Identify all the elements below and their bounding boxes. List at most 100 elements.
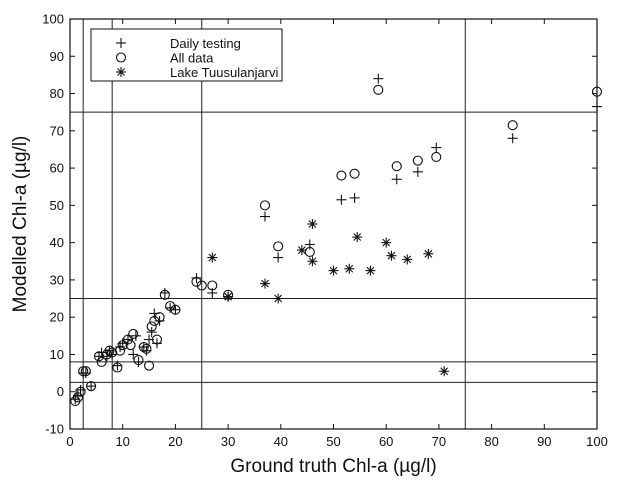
data-point-plus — [130, 330, 141, 341]
data-point-circle — [141, 343, 152, 354]
data-point-star — [386, 250, 397, 261]
data-point-plus — [412, 166, 423, 177]
x-tick-label: 70 — [432, 434, 446, 449]
data-point-circle — [196, 280, 207, 291]
y-tick-label: 90 — [50, 49, 64, 64]
reference-lines — [70, 19, 597, 429]
x-tick-label: 50 — [326, 434, 340, 449]
data-point-circle — [154, 312, 165, 323]
data-point-circle — [165, 300, 176, 312]
data-point-plus — [259, 211, 270, 222]
data-point-circle — [138, 341, 149, 353]
legend-symbol-star — [116, 67, 126, 77]
data-point-plus — [112, 360, 123, 371]
data-point-circle — [107, 347, 118, 358]
y-axis-label: Modelled Chl-a (µg/l) — [10, 136, 31, 313]
y-tick-label: 60 — [50, 161, 64, 176]
data-point-plus — [273, 252, 284, 263]
data-point-circle — [191, 276, 202, 287]
data-point-star — [365, 265, 376, 276]
data-point-star — [423, 248, 434, 259]
data-point-star — [296, 245, 307, 256]
data-point-circle — [159, 289, 170, 300]
data-point-plus — [133, 356, 144, 367]
data-point-circle — [144, 360, 155, 371]
x-tick-label: 0 — [66, 434, 73, 449]
data-point-circle — [80, 366, 91, 377]
data-points — [70, 73, 603, 407]
data-point-plus — [159, 287, 170, 298]
data-point-circle — [273, 241, 284, 252]
data-point-plus — [336, 194, 347, 205]
data-point-star — [439, 366, 450, 377]
data-point-circle — [431, 151, 442, 162]
x-tick-label: 100 — [586, 434, 608, 449]
x-tick-label: 20 — [168, 434, 182, 449]
y-tick-label: 10 — [50, 347, 64, 362]
data-point-circle — [207, 280, 218, 291]
data-point-circle — [115, 345, 126, 356]
y-tick-label: 20 — [50, 310, 64, 325]
data-point-circle — [96, 356, 107, 367]
data-point-circle — [146, 321, 157, 332]
data-point-plus — [349, 192, 360, 203]
x-tick-label: 30 — [221, 434, 235, 449]
data-point-star — [307, 219, 318, 229]
data-point-circle — [125, 340, 136, 351]
data-point-circle — [336, 170, 347, 181]
data-point-plus — [507, 133, 518, 144]
y-tick-label: 0 — [57, 384, 64, 399]
series-star — [207, 219, 450, 377]
data-point-circle — [151, 334, 163, 345]
legend-symbol-circle — [115, 52, 127, 63]
data-point-circle — [86, 381, 97, 392]
data-point-circle — [373, 84, 384, 95]
data-point-plus — [128, 349, 139, 360]
data-point-circle — [149, 315, 160, 326]
x-axis-ticks: 0 10 20 30 40 50 60 70 80 90 100 — [66, 19, 608, 449]
data-point-plus — [122, 334, 133, 345]
data-point-plus — [80, 368, 91, 379]
y-tick-label: 100 — [42, 12, 64, 27]
data-point-star — [207, 252, 218, 263]
y-tick-label: 80 — [50, 86, 64, 101]
data-point-star — [223, 291, 234, 302]
y-tick-label: 30 — [50, 272, 64, 287]
x-axis-label: Ground truth Chl-a (µg/l) — [230, 456, 436, 477]
data-point-star — [352, 232, 363, 243]
y-tick-label: -10 — [45, 422, 64, 437]
data-point-circle — [93, 351, 105, 362]
data-point-circle — [112, 362, 123, 373]
data-point-star — [381, 237, 392, 248]
data-point-star — [307, 256, 318, 267]
data-point-circle — [507, 120, 518, 131]
data-point-plus — [431, 142, 442, 153]
y-tick-label: 70 — [50, 123, 64, 138]
data-point-plus — [391, 174, 402, 185]
data-point-circle — [78, 366, 89, 377]
data-point-plus — [373, 73, 384, 84]
y-axis-ticks: -10 0 10 20 30 40 50 60 70 80 90 100 — [42, 12, 597, 437]
series-circle — [70, 84, 603, 407]
y-tick-label: 50 — [50, 198, 64, 213]
data-point-circle — [104, 345, 115, 356]
data-point-circle — [75, 386, 86, 397]
data-point-circle — [72, 392, 83, 403]
data-point-star — [328, 265, 339, 276]
legend-label: Daily testing — [170, 36, 241, 51]
data-point-circle — [349, 168, 360, 179]
x-tick-label: 10 — [115, 434, 129, 449]
data-point-circle — [391, 161, 402, 172]
legend-symbol-plus — [116, 38, 126, 48]
data-point-circle — [259, 200, 271, 211]
x-tick-label: 90 — [537, 434, 551, 449]
data-point-circle — [117, 340, 128, 351]
data-point-circle — [122, 334, 134, 345]
data-point-circle — [170, 304, 181, 315]
data-point-circle — [128, 328, 139, 340]
data-point-star — [273, 293, 284, 304]
y-tick-label: 40 — [50, 235, 64, 250]
data-point-star — [402, 254, 413, 265]
